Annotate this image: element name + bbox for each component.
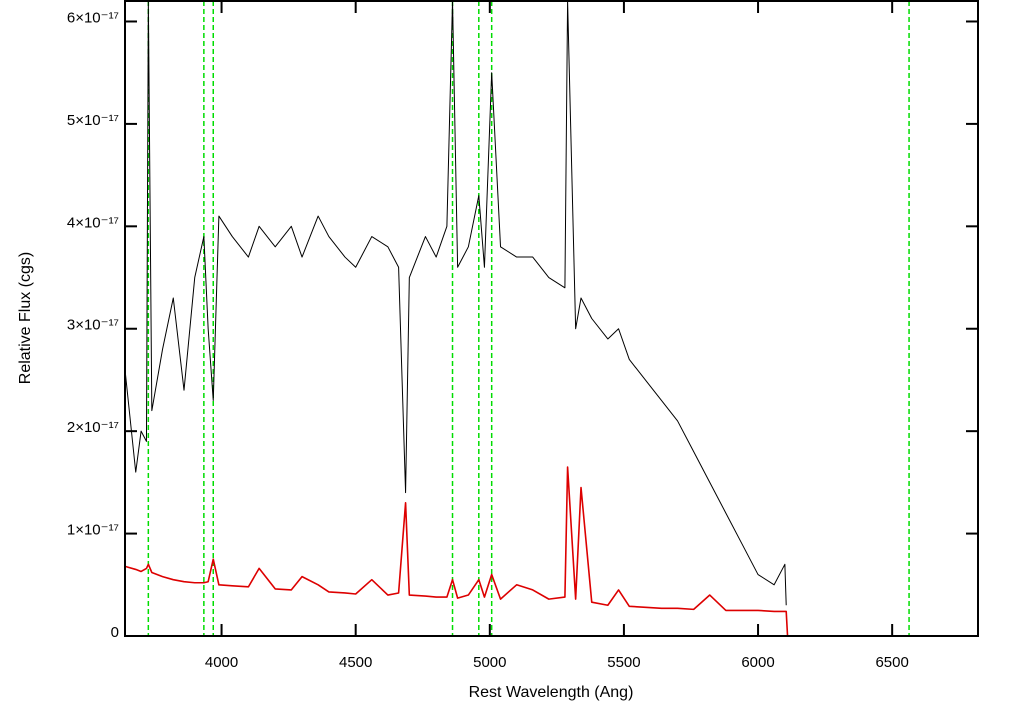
y-axis-title: Relative Flux (cgs) [17, 252, 34, 384]
y-tick-label: 5×10⁻¹⁷ [67, 112, 119, 129]
spectrum-line [125, 466, 978, 636]
x-tick-label: 5500 [607, 654, 640, 671]
x-tick-label: 4000 [205, 654, 238, 671]
y-tick-label: 6×10⁻¹⁷ [67, 9, 119, 26]
y-tick-label: 0 [111, 624, 119, 641]
y-tick-label: 2×10⁻¹⁷ [67, 419, 119, 436]
y-tick-label: 4×10⁻¹⁷ [67, 214, 119, 231]
y-tick-label: 1×10⁻¹⁷ [67, 522, 119, 539]
x-tick-label: 4500 [339, 654, 372, 671]
x-tick-label: 6500 [875, 654, 908, 671]
x-tick-label: 5000 [473, 654, 506, 671]
spectrum-line [125, 1, 787, 606]
plot-frame [124, 0, 979, 637]
x-tick-label: 6000 [741, 654, 774, 671]
plot-area [125, 1, 978, 636]
y-tick-label: 3×10⁻¹⁷ [67, 317, 119, 334]
x-axis-title: Rest Wavelength (Ang) [469, 684, 634, 701]
